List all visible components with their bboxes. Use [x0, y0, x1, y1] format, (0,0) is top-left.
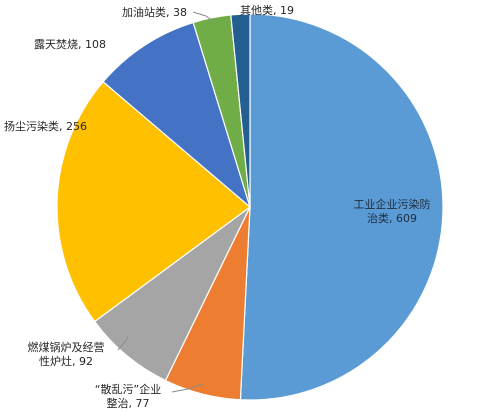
data-label-2: 燃煤锅炉及经营性炉灶, 92 [28, 340, 105, 368]
leader-line-2 [117, 336, 129, 351]
pie-slices [56, 13, 444, 401]
data-labels: 工业企业污染防治类, 609 “散乱污”企业整治, 77 燃煤锅炉及经营性炉灶, 9… [4, 3, 431, 410]
data-label-5: 加油站类, 38 [122, 5, 187, 19]
data-label-4: 露天焚烧, 108 [34, 38, 106, 51]
pie-slice-0 [239, 13, 444, 401]
data-label-3: 扬尘污染类, 256 [4, 119, 87, 133]
pie-slice-4 [102, 21, 252, 209]
data-label-1: “散乱污”企业整治, 77 [95, 382, 161, 410]
pie-slice-3 [56, 80, 251, 323]
data-label-6: 其他类, 19 [240, 3, 294, 17]
data-label-0: 工业企业污染防治类, 609 [354, 197, 431, 225]
pie-slice-6 [230, 13, 251, 208]
pie-slice-2 [93, 206, 251, 382]
leader-line-5 [192, 11, 215, 23]
leader-line-1 [171, 383, 204, 393]
leader-lines [117, 11, 215, 393]
